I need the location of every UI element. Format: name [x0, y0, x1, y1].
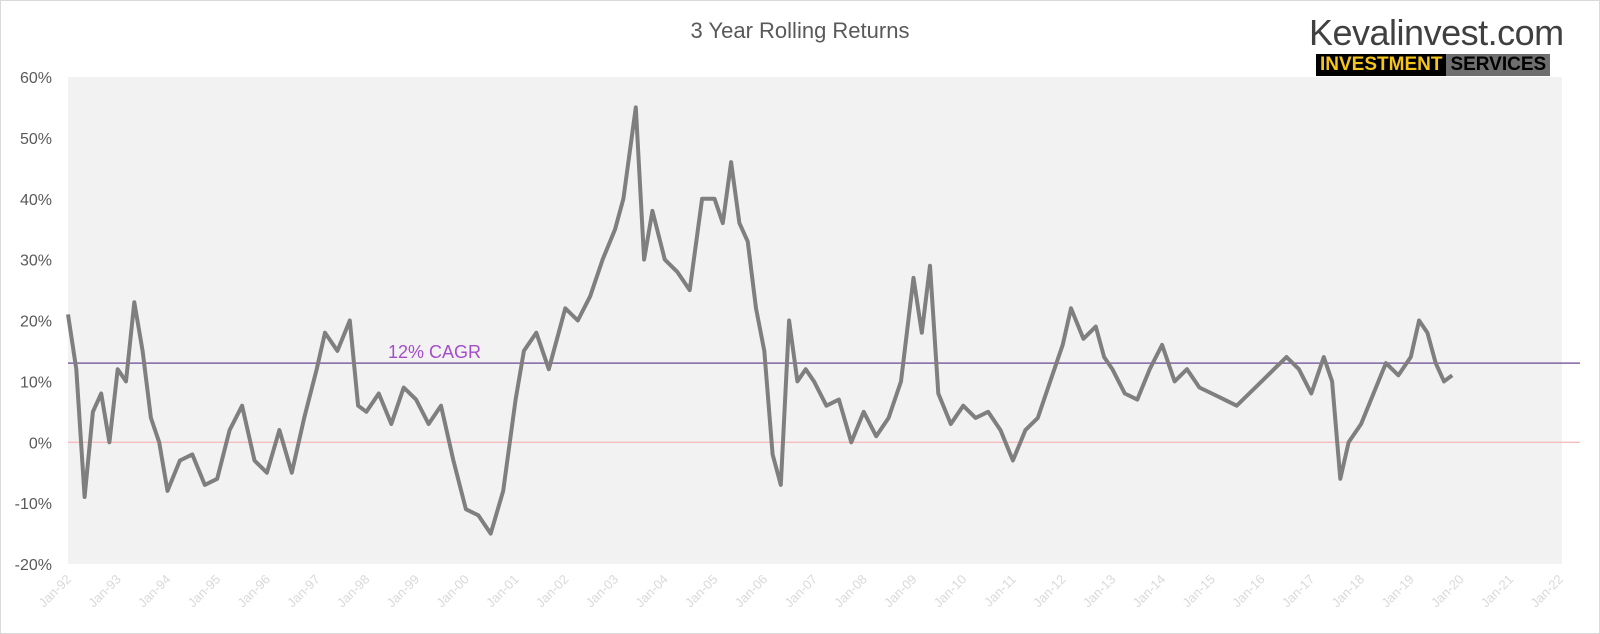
x-tick-label: Jan-04 [632, 572, 671, 611]
y-tick-label: 60% [20, 70, 52, 87]
x-tick-label: Jan-21 [1478, 572, 1517, 611]
y-axis: -20% -10% 0% 10% 20% 30% 40% 50% 60% [15, 70, 52, 574]
x-tick-label: Jan-20 [1428, 572, 1467, 611]
x-tick-label: Jan-03 [582, 572, 621, 611]
y-tick-label: -10% [15, 496, 52, 513]
logo-tagline-investment: INVESTMENT [1316, 54, 1447, 76]
x-tick-label: Jan-98 [334, 572, 373, 611]
x-tick-label: Jan-12 [1030, 572, 1069, 611]
x-tick-label: Jan-92 [35, 572, 74, 611]
brand-logo: Kevalinvest.com INVESTMENT SERVICES [1300, 12, 1570, 78]
x-tick-label: Jan-96 [234, 572, 273, 611]
series-group [66, 105, 1454, 536]
x-tick-label: Jan-09 [881, 572, 920, 611]
x-tick-label: Jan-01 [483, 572, 522, 611]
x-tick-label: Jan-15 [1179, 572, 1218, 611]
x-tick-label: Jan-18 [1328, 572, 1367, 611]
plot-area [68, 77, 1562, 564]
x-tick-label: Jan-14 [1130, 572, 1169, 611]
logo-tagline-services: SERVICES [1446, 54, 1551, 76]
x-tick-label: Jan-94 [135, 572, 174, 611]
x-tick-label: Jan-22 [1527, 572, 1566, 611]
logo-tagline: INVESTMENT SERVICES [1316, 54, 1551, 76]
x-tick-label: Jan-97 [284, 572, 323, 611]
logo-wordmark: Kevalinvest.com [1309, 12, 1564, 53]
cagr-reference-label: 12% CAGR [388, 342, 481, 362]
y-tick-label: 30% [20, 253, 52, 270]
x-tick-label: Jan-19 [1378, 572, 1417, 611]
x-axis: Jan-92 Jan-93 Jan-94 Jan-95 Jan-96 Jan-97 Jan-… [35, 572, 1566, 611]
y-tick-label: 0% [29, 435, 52, 452]
reference-labels: 12% CAGR [388, 342, 481, 362]
y-tick-label: 50% [20, 131, 52, 148]
x-tick-label: Jan-00 [433, 572, 472, 611]
x-tick-label: Jan-06 [732, 572, 771, 611]
x-tick-label: Jan-17 [1279, 572, 1318, 611]
x-tick-label: Jan-11 [981, 572, 1019, 610]
y-tick-label: 20% [20, 314, 52, 331]
y-tick-label: 40% [20, 192, 52, 209]
x-tick-label: Jan-13 [1080, 572, 1119, 611]
x-tick-label: Jan-02 [533, 572, 572, 611]
x-tick-label: Jan-16 [1229, 572, 1268, 611]
x-tick-label: Jan-93 [85, 572, 124, 611]
x-tick-label: Jan-99 [384, 572, 423, 611]
x-tick-label: Jan-05 [682, 572, 721, 611]
x-tick-label: Jan-95 [185, 572, 224, 611]
y-tick-label: -20% [15, 557, 52, 574]
y-tick-label: 10% [20, 374, 52, 391]
x-tick-label: Jan-10 [931, 572, 970, 611]
x-tick-label: Jan-08 [831, 572, 870, 611]
x-tick-label: Jan-07 [781, 572, 820, 611]
chart-title: 3 Year Rolling Returns [690, 18, 910, 43]
series-line-0 [66, 105, 1454, 536]
